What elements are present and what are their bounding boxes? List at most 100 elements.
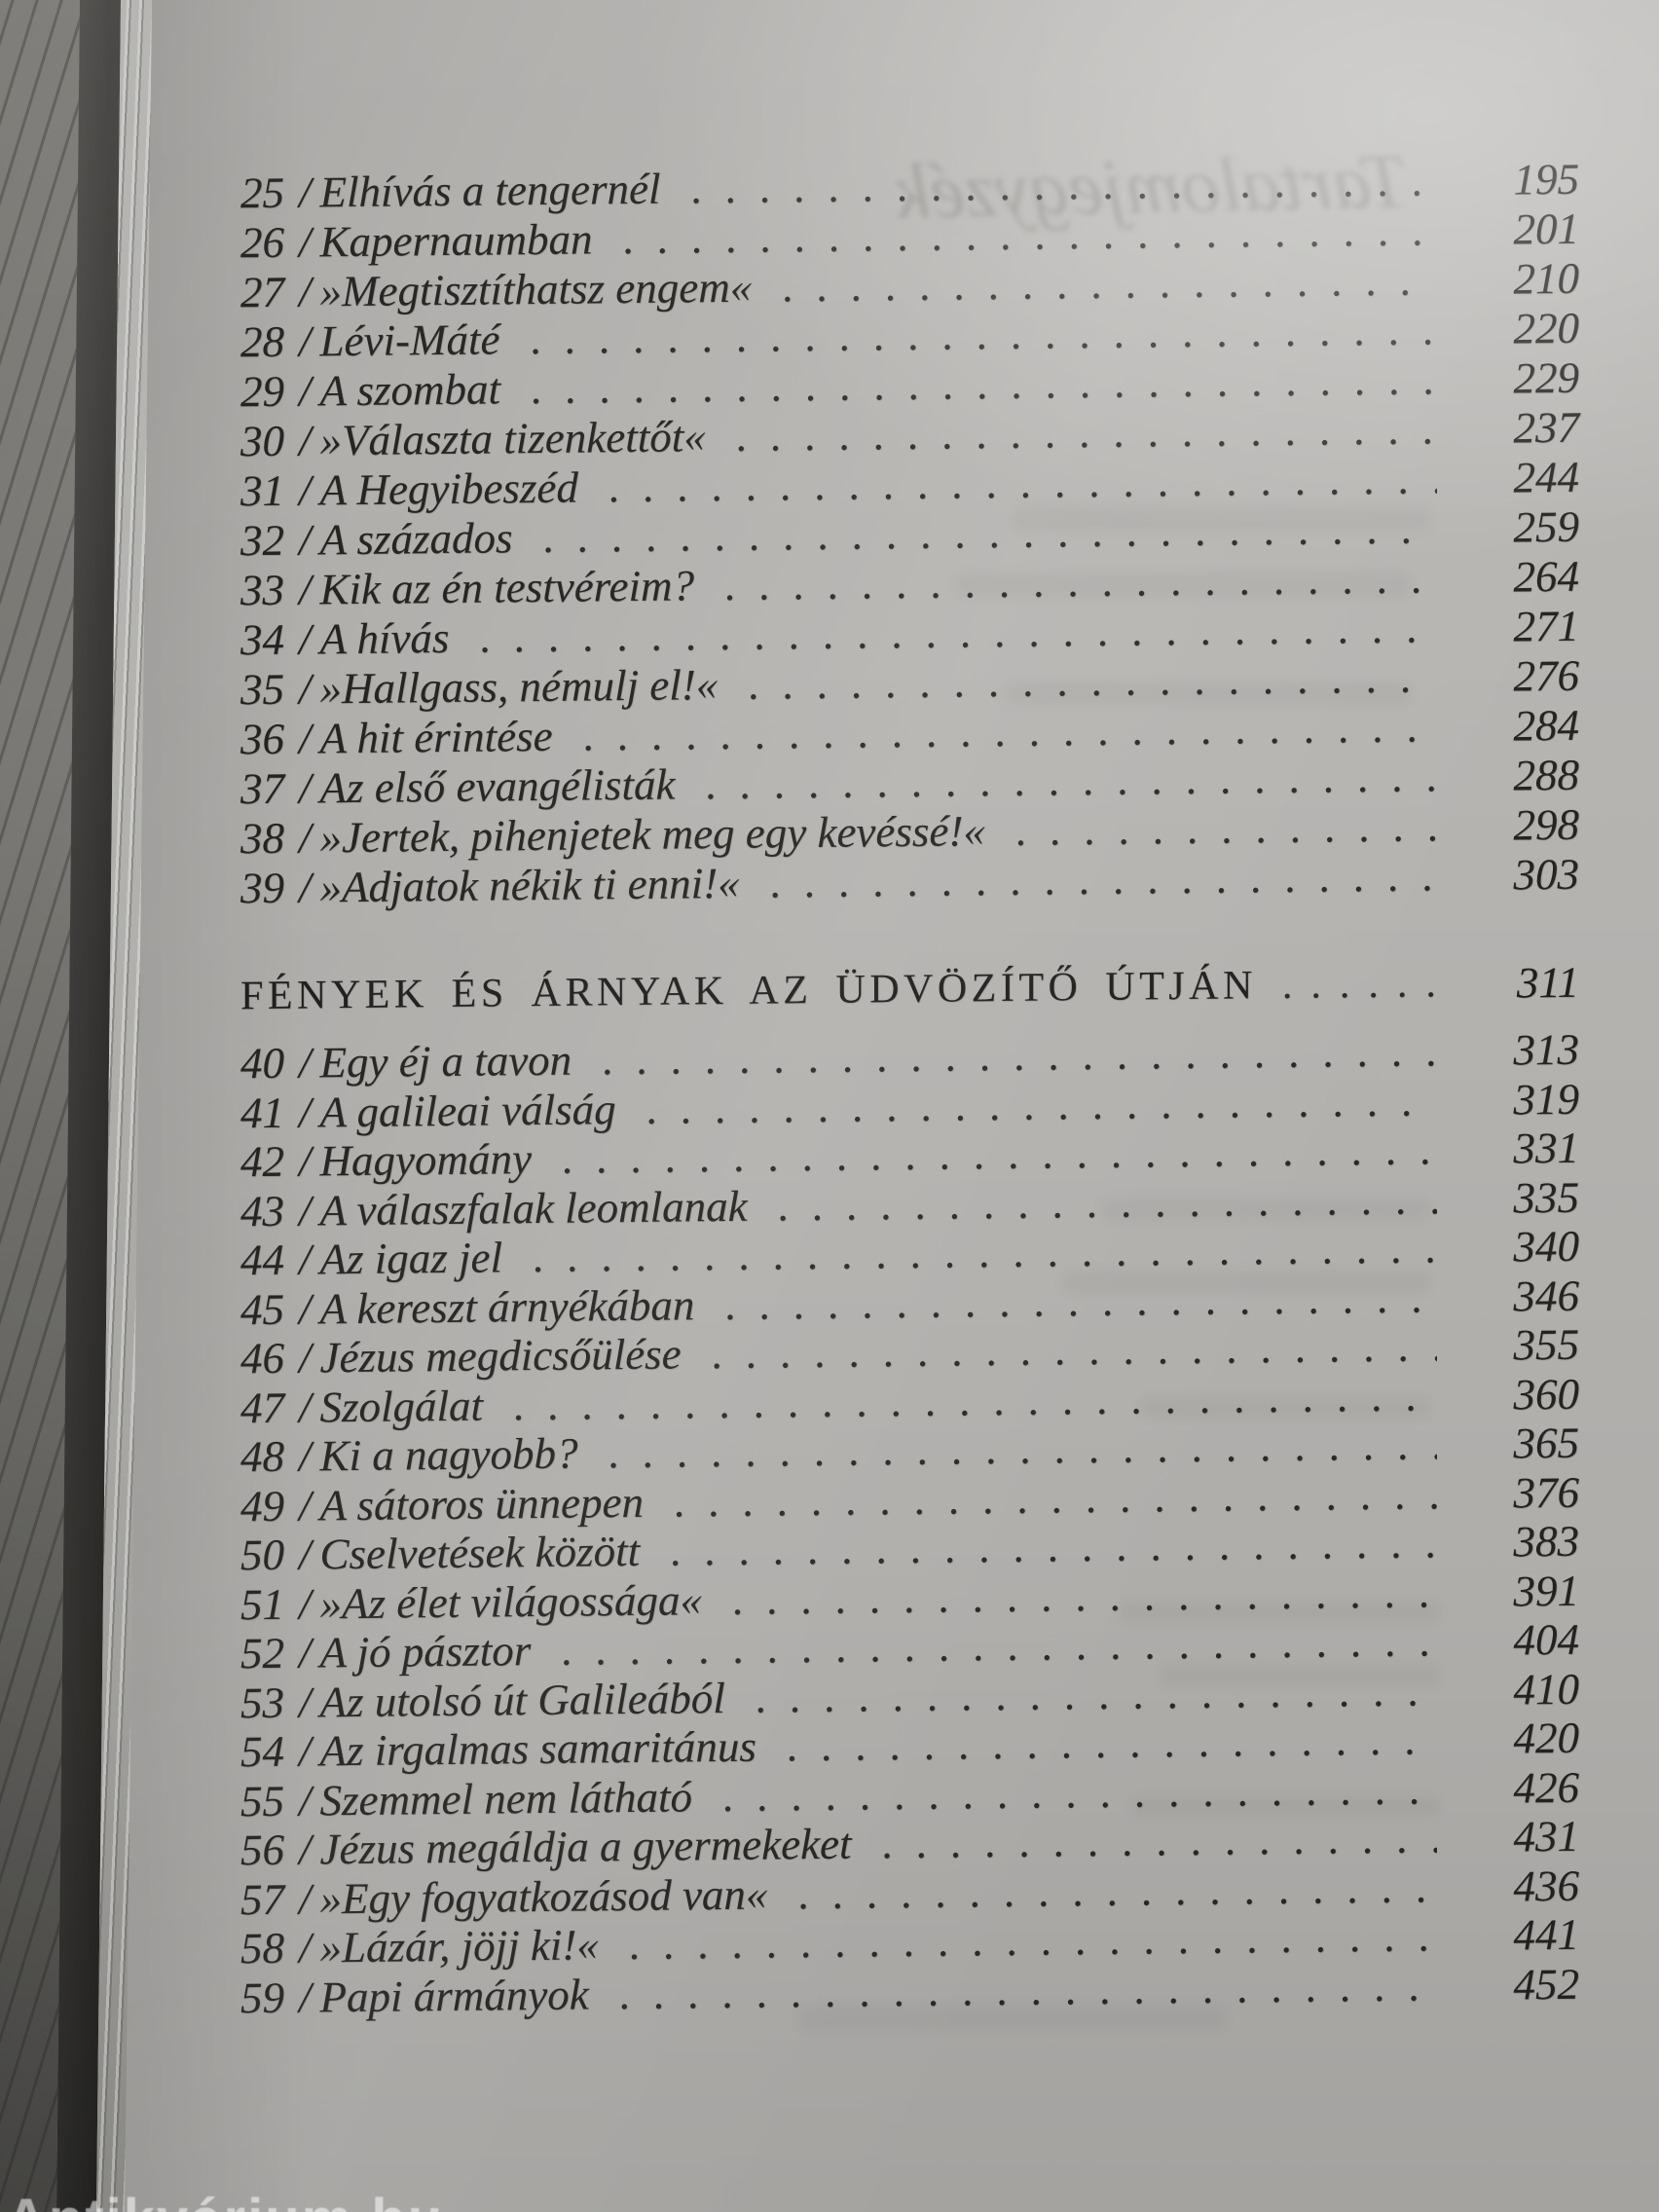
bleed-through-smudge	[1061, 1271, 1431, 1294]
page-number: 237	[1513, 402, 1580, 453]
chapter-title: A galileai válság	[319, 1084, 616, 1136]
chapter-separator: /	[299, 1775, 312, 1825]
section-heading-row: FÉNYEK ÉS ÁRNYAK AZ ÜDVÖZÍTŐ ÚTJÁN .....…	[240, 957, 1579, 1021]
dot-leader: ........................................…	[722, 1763, 1437, 1821]
chapter-title: Ki a nagyobb?	[319, 1428, 578, 1481]
page-number: 229	[1513, 352, 1580, 403]
chapter-number: 59	[240, 1972, 284, 2022]
page-number: 259	[1513, 501, 1580, 552]
chapter-title: »Lázár, jöjj ki!«	[319, 1920, 599, 1972]
chapter-title: A kereszt árnyékában	[319, 1279, 695, 1333]
chapter-number: 54	[240, 1726, 284, 1777]
dot-leader: ........................................…	[583, 702, 1437, 760]
chapter-title: »Megtisztíthatsz engem«	[319, 262, 753, 316]
page-number: 303	[1513, 849, 1580, 900]
chapter-title: A hívás	[319, 612, 450, 664]
chapter-separator: /	[299, 1431, 312, 1481]
page-number: 335	[1513, 1172, 1580, 1223]
dot-leader: ........................................…	[798, 1862, 1437, 1918]
page-number: 264	[1513, 551, 1580, 602]
chapter-separator: /	[299, 217, 312, 267]
bleed-through-smudge	[1100, 1198, 1431, 1221]
chapter-separator: /	[299, 1578, 312, 1629]
chapter-title: Egy éj a tavon	[319, 1035, 572, 1088]
chapter-separator: /	[299, 1726, 312, 1776]
chapter-title: Jézus megdicsőülése	[319, 1329, 682, 1382]
chapter-number: 50	[240, 1530, 284, 1580]
page-number: 284	[1513, 700, 1580, 751]
chapter-number: 48	[240, 1431, 284, 1482]
chapter-number: 33	[240, 565, 284, 615]
chapter-number: 34	[240, 614, 284, 665]
bleed-through-smudge	[954, 572, 1412, 598]
chapter-number: 35	[240, 664, 284, 715]
dot-leader: ........................................…	[706, 752, 1437, 809]
dot-leader: ........................................…	[725, 553, 1437, 609]
dot-leader: ........................................…	[712, 1321, 1437, 1379]
chapter-title: Az utolsó út Galileából	[319, 1673, 725, 1726]
chapter-separator: /	[299, 1235, 312, 1284]
page-number: 311	[1516, 957, 1579, 1008]
dot-leader: ........................................…	[783, 255, 1437, 312]
chapter-separator: /	[299, 1382, 312, 1432]
dot-leader: ........................................…	[1015, 801, 1437, 855]
chapter-number: 26	[240, 217, 284, 268]
chapter-separator: /	[299, 1038, 312, 1088]
page-number: 431	[1513, 1811, 1580, 1862]
watermark: Antikvárium.hu	[6, 2187, 444, 2212]
page-number: 383	[1513, 1516, 1580, 1567]
page-number: 346	[1513, 1271, 1580, 1321]
chapter-number: 38	[240, 813, 284, 864]
chapter-title: Papi ármányok	[319, 1969, 589, 2021]
page-number: 313	[1513, 1024, 1580, 1075]
chapter-separator: /	[299, 515, 312, 565]
chapter-title: Az igaz jel	[319, 1233, 503, 1284]
dot-leader: ........................................…	[675, 1468, 1437, 1527]
page-number: 210	[1513, 253, 1580, 304]
chapter-separator: /	[299, 1185, 312, 1235]
chapter-separator: /	[299, 267, 312, 316]
chapter-number: 45	[240, 1284, 284, 1334]
chapter-title: A százados	[319, 513, 513, 565]
chapter-separator: /	[299, 1087, 312, 1137]
page-number: 426	[1513, 1762, 1580, 1813]
page-number: 220	[1513, 303, 1580, 353]
chapter-separator: /	[299, 167, 312, 217]
chapter-title: A szombat	[319, 364, 500, 416]
page-number: 360	[1513, 1369, 1580, 1419]
chapter-number: 36	[240, 714, 284, 764]
bleed-through-smudge	[1003, 682, 1412, 705]
dot-leader: ........................................…	[608, 454, 1437, 512]
chapter-number: 49	[240, 1481, 284, 1530]
chapter-number: 41	[240, 1088, 284, 1137]
page-number: 376	[1513, 1467, 1580, 1518]
chapter-title: A Hegyibeszéd	[319, 462, 578, 515]
bleed-through-smudge	[798, 2006, 1227, 2031]
chapter-title: Lévi-Máté	[319, 314, 500, 366]
dot-leader: ........................................…	[770, 851, 1437, 907]
dot-leader: ........................................…	[756, 1665, 1437, 1722]
chapter-number: 31	[240, 465, 284, 516]
page-number: 201	[1513, 203, 1580, 254]
dot-leader: ........................................…	[725, 1272, 1437, 1329]
page-number: 391	[1513, 1566, 1580, 1616]
chapter-separator: /	[299, 1972, 312, 2022]
chapter-separator: /	[299, 1825, 312, 1874]
chapter-separator: /	[299, 1480, 312, 1530]
chapter-title: »Egy fogyatkozásod van«	[319, 1869, 768, 1923]
chapter-number: 52	[240, 1628, 284, 1678]
chapter-title: Az első evangélisták	[319, 759, 676, 813]
chapter-separator: /	[299, 1136, 312, 1186]
dot-leader: ........................................…	[691, 156, 1437, 213]
page-number: 288	[1513, 750, 1580, 800]
dot-leader: ........................................…	[882, 1813, 1437, 1868]
chapter-number: 44	[240, 1235, 284, 1285]
page-number: 420	[1513, 1713, 1580, 1763]
chapter-separator: /	[299, 465, 312, 515]
chapter-separator: /	[299, 565, 312, 614]
chapter-number: 51	[240, 1579, 284, 1629]
chapter-number: 47	[240, 1382, 284, 1432]
page-number: 355	[1513, 1319, 1580, 1370]
chapter-separator: /	[299, 714, 312, 763]
chapter-title: Az irgalmas samaritánus	[319, 1721, 756, 1776]
